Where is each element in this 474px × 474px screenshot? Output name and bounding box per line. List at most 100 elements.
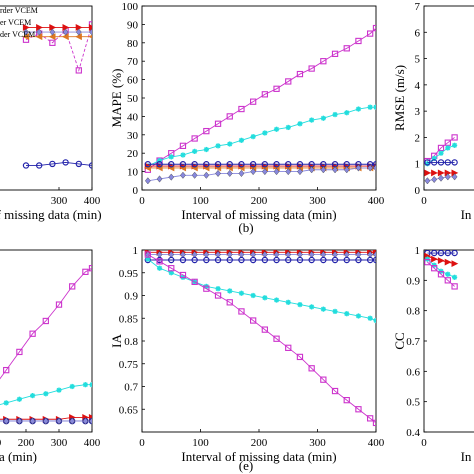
data-point (296, 70, 304, 78)
data-point (42, 417, 49, 425)
data-point (285, 168, 292, 176)
data-point (191, 278, 198, 285)
data-point (43, 391, 49, 397)
x-tick-label: 200 (251, 437, 268, 449)
data-point (451, 159, 458, 166)
data-point (308, 65, 315, 72)
data-point (355, 406, 362, 413)
x-tick-label: 300 (309, 437, 326, 449)
data-point (16, 417, 23, 425)
data-point (424, 258, 431, 266)
data-point (431, 255, 438, 263)
data-point (320, 256, 327, 264)
data-point (273, 335, 280, 342)
data-point (332, 308, 338, 315)
x-tick-label: 0 (139, 195, 145, 207)
data-point (431, 250, 438, 257)
series-line-2 (147, 106, 376, 167)
data-point (273, 85, 280, 92)
x-axis-label: data (min) (0, 449, 37, 464)
data-point (89, 382, 92, 388)
data-point (285, 161, 292, 168)
series-line-4 (147, 258, 376, 321)
y-tick-label: 4 (415, 80, 421, 92)
data-point (367, 164, 374, 172)
data-point (372, 419, 376, 427)
data-point (437, 159, 445, 166)
series-line-1 (25, 24, 92, 72)
data-point (144, 161, 152, 168)
y-tick-label: 2 (415, 132, 421, 144)
data-point (285, 124, 291, 131)
data-point (215, 169, 221, 177)
x-tick-label: 100 (192, 437, 209, 449)
data-point (191, 256, 198, 264)
y-tick-label: 0.8 (124, 336, 138, 348)
y-axis-label: CC (392, 332, 407, 349)
data-point (444, 159, 451, 166)
data-point (445, 145, 451, 151)
y-tick-label: 0.8 (406, 306, 420, 318)
y-tick-label: 80 (127, 38, 139, 50)
x-tick-label: 300 (51, 437, 68, 449)
data-point (238, 290, 245, 296)
data-point (191, 135, 198, 142)
data-point (332, 111, 338, 118)
data-point (444, 250, 451, 257)
x-tick-label: 200 (251, 195, 268, 207)
panel-label: (b) (238, 220, 253, 235)
data-point (451, 173, 458, 181)
legend-entry: rder VCEM (0, 6, 38, 15)
data-point (285, 256, 292, 264)
data-point (451, 283, 458, 290)
y-tick-label: 20 (127, 148, 139, 160)
data-point (444, 173, 451, 181)
y-tick-label: 5 (415, 54, 421, 66)
data-point (332, 166, 338, 174)
y-tick-label: 50 (127, 93, 139, 105)
data-point (424, 159, 431, 166)
data-point (431, 169, 438, 177)
y-axis-label: MAPE (%) (109, 69, 124, 128)
data-point (238, 256, 245, 264)
data-point (226, 113, 233, 120)
data-point (343, 396, 350, 404)
data-point (452, 142, 458, 148)
data-point (215, 286, 221, 292)
data-point (452, 274, 458, 280)
data-point (156, 161, 163, 168)
data-point (179, 271, 187, 279)
y-tick-label: 6 (415, 27, 421, 39)
data-point (226, 256, 233, 264)
data-point (3, 400, 9, 406)
data-point (344, 311, 350, 317)
data-point (273, 126, 280, 132)
data-point (22, 162, 30, 169)
data-point (343, 166, 350, 174)
plot-frame (141, 249, 377, 433)
data-point (320, 166, 327, 174)
data-point (431, 265, 438, 272)
data-point (29, 330, 36, 337)
data-point (192, 148, 198, 154)
data-point (451, 134, 458, 141)
data-point (203, 161, 210, 168)
x-axis-label: Interval of missing data (min) (181, 207, 336, 222)
data-point (42, 317, 49, 325)
data-point (62, 159, 69, 166)
data-point (367, 104, 373, 110)
data-point (309, 304, 315, 310)
x-axis-label: Interval of missing data (min) (181, 449, 336, 464)
data-point (88, 34, 92, 39)
data-point (238, 308, 245, 315)
data-point (250, 317, 257, 324)
series-line-1 (147, 27, 376, 171)
x-tick-label: 200 (18, 437, 35, 449)
data-point (250, 134, 256, 140)
data-point (69, 283, 76, 290)
data-point (226, 169, 233, 177)
plot-frame (0, 5, 93, 191)
y-tick-label: 1 (415, 159, 421, 171)
data-point (437, 257, 445, 265)
x-tick-label: 300 (51, 195, 68, 207)
